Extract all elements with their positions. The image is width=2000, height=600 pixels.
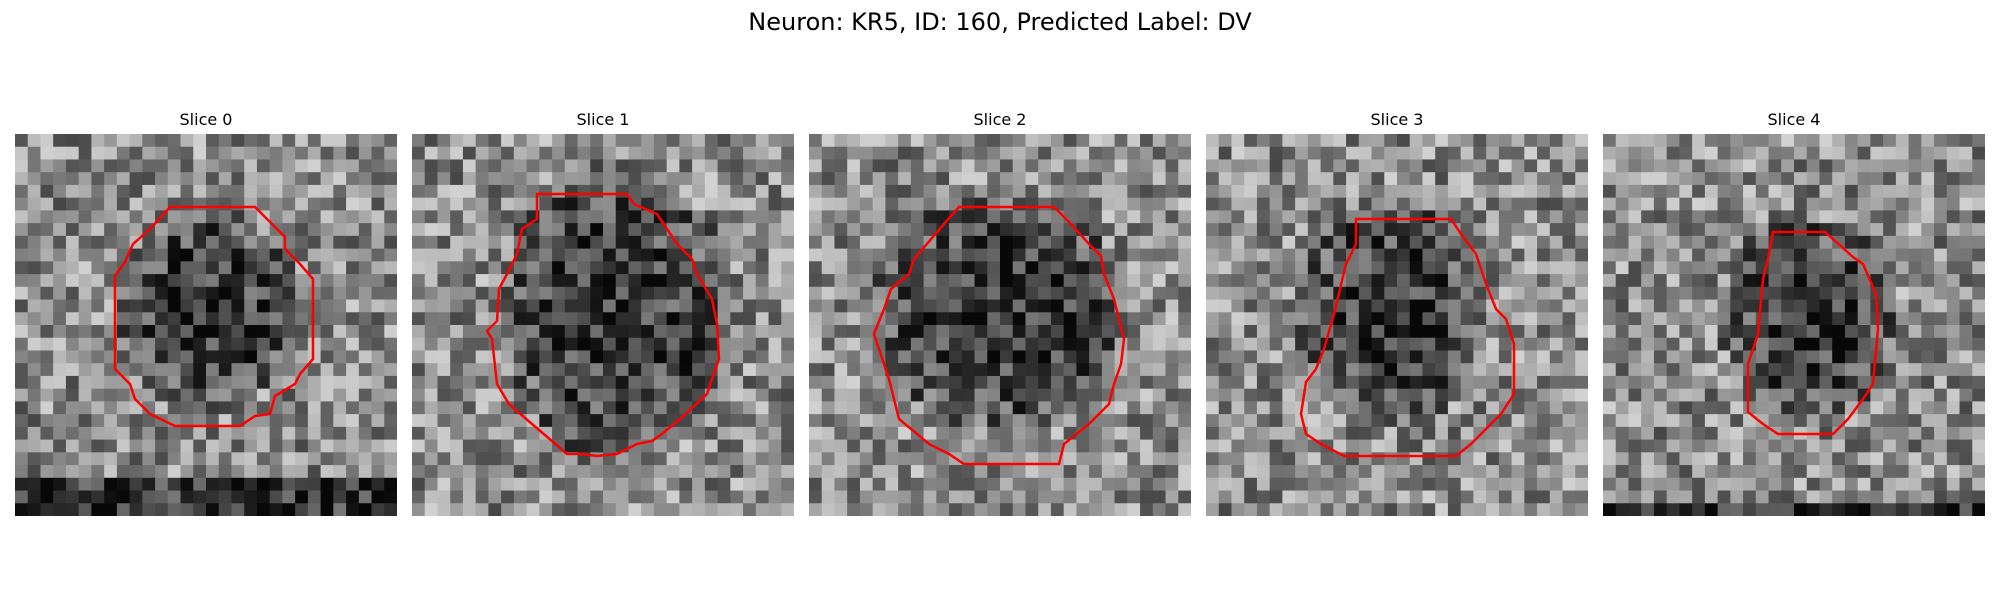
pixel-grid	[1603, 134, 1985, 516]
pixel-grid	[1206, 134, 1588, 516]
slice-title: Slice 0	[179, 110, 233, 129]
slice-panel-3: Slice 3	[1206, 108, 1588, 516]
neuron-contour	[113, 205, 315, 428]
slice-title: Slice 1	[576, 110, 630, 129]
slice-title: Slice 3	[1370, 110, 1424, 129]
slice-image	[1603, 134, 1985, 516]
neuron-contour	[872, 205, 1126, 466]
slice-image	[412, 134, 794, 516]
slice-image	[809, 134, 1191, 516]
slice-image	[1206, 134, 1588, 516]
slice-panel-0: Slice 0	[15, 108, 397, 516]
slice-panel-4: Slice 4	[1603, 108, 1985, 516]
neuron-contour	[1746, 230, 1880, 436]
slice-panel-2: Slice 2	[809, 108, 1191, 516]
slice-title: Slice 4	[1767, 110, 1821, 129]
pixel-grid	[15, 134, 397, 516]
pixel-grid	[412, 134, 794, 516]
neuron-contour	[1299, 217, 1516, 458]
slice-panel-1: Slice 1	[412, 108, 794, 516]
slice-title: Slice 2	[973, 110, 1027, 129]
pixel-grid	[809, 134, 1191, 516]
figure-title: Neuron: KR5, ID: 160, Predicted Label: D…	[748, 8, 1252, 36]
neuron-contour	[485, 192, 721, 458]
slice-image	[15, 134, 397, 516]
